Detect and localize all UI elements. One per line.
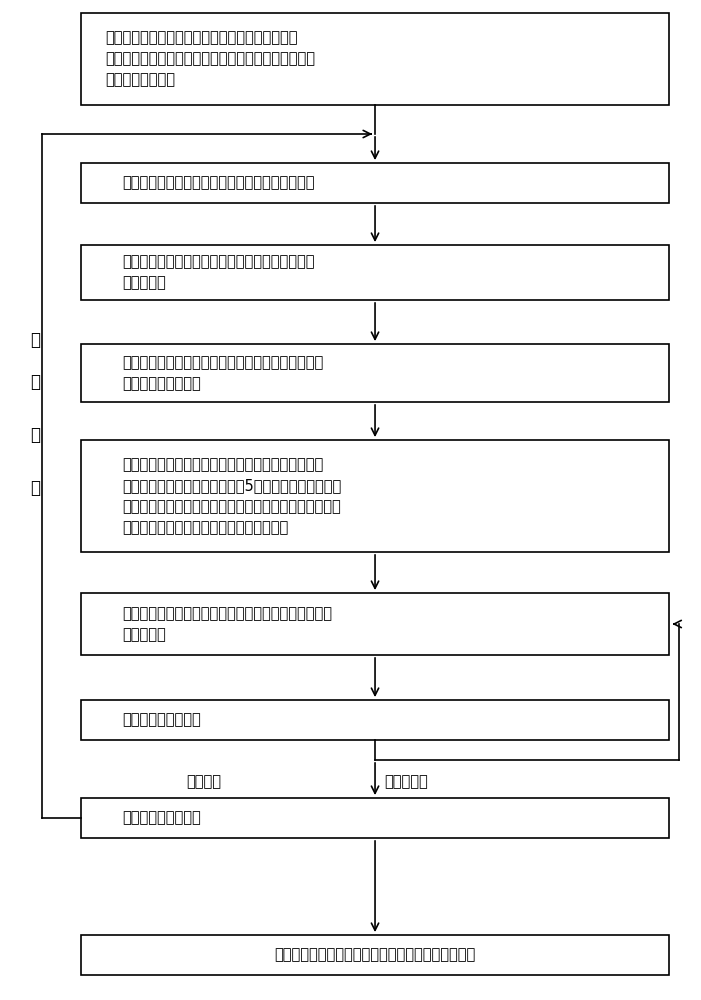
Bar <box>81 440 669 552</box>
Text: 检查场地清理情况。: 检查场地清理情况。 <box>123 712 201 728</box>
Text: 次: 次 <box>30 373 40 391</box>
Text: 清理干净: 清理干净 <box>186 774 221 790</box>
Bar <box>81 593 669 655</box>
Text: 成品、工具和脚手架散件利用轨道小平板车转运至
施工现场。: 成品、工具和脚手架散件利用轨道小平板车转运至 施工现场。 <box>123 255 315 291</box>
Bar <box>81 163 669 203</box>
Bar <box>81 344 669 402</box>
Text: 施工准备，包括进入区间隧道进行的支架移动，施
工放样定位，提前钻好锚栓孔、准备好施工工具及加固
材料构件等工作。: 施工准备，包括进入区间隧道进行的支架移动，施 工放样定位，提前钻好锚栓孔、准备好… <box>105 30 315 87</box>
Text: 再: 再 <box>30 331 40 349</box>
Text: 运送玻璃纤维管环和施工工具至风井楼梯间后方。: 运送玻璃纤维管环和施工工具至风井楼梯间后方。 <box>123 175 315 190</box>
Bar <box>81 245 669 300</box>
Text: 依次安装大小弧形支撑玻璃纤维板，随后紧固螺栓、
锚栓，完成整环安装，纵向采用5道玻璃纤维纵向连接板
拉结，与玻璃纤维管环采用螺栓连接，与衬砌之间刷涂环
氧树脂粘: 依次安装大小弧形支撑玻璃纤维板，随后紧固螺栓、 锚栓，完成整环安装，纵向采用5道… <box>123 457 342 535</box>
Bar <box>81 935 669 975</box>
Bar <box>81 13 669 105</box>
Text: 所有加固完成，完全恢复隧道内部设施，交工验收。: 所有加固完成，完全恢复隧道内部设施，交工验收。 <box>274 948 476 962</box>
Bar <box>81 700 669 740</box>
Text: 拆除门式脚手架，存放于联络通道处，清理施工现场，
准备离开。: 拆除门式脚手架，存放于联络通道处，清理施工现场， 准备离开。 <box>123 606 333 642</box>
Text: 请: 请 <box>30 426 40 444</box>
Text: 有序离开区间隧道。: 有序离开区间隧道。 <box>123 810 201 826</box>
Text: 清理不干净: 清理不干净 <box>385 774 428 790</box>
Bar <box>81 798 669 838</box>
Text: 门式脚手架搭设，接通电源，定位块放样，环向支撑
架固定座安装固定。: 门式脚手架搭设，接通电源，定位块放样，环向支撑 架固定座安装固定。 <box>123 355 324 391</box>
Text: 点: 点 <box>30 479 40 497</box>
